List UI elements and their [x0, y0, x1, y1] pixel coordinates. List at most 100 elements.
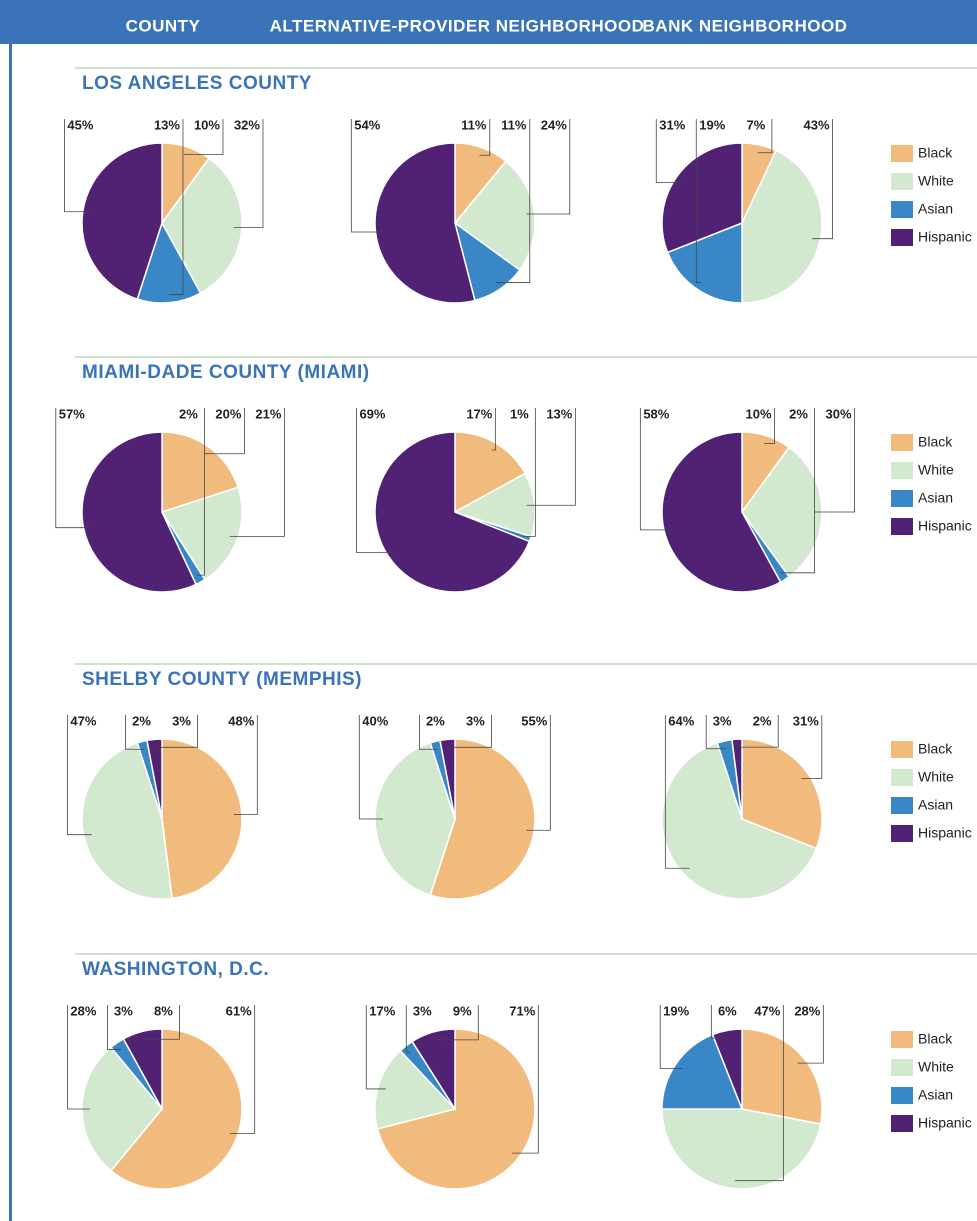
- data-label: 19%: [699, 117, 725, 132]
- pie-slice: [661, 1108, 822, 1190]
- legend-label: Black: [918, 434, 953, 450]
- leader-line: [229, 408, 285, 537]
- data-label: 28%: [70, 1003, 96, 1018]
- section-title: LOS ANGELES COUNTY: [82, 73, 312, 94]
- legend-swatch: [891, 1115, 913, 1132]
- leader-line: [495, 119, 531, 283]
- pie-slice: [741, 738, 823, 850]
- pie-slice: [661, 431, 782, 593]
- data-label: 11%: [461, 117, 487, 132]
- pie-slice: [109, 1028, 243, 1190]
- leader-line: [710, 1005, 729, 1039]
- legend-label: Hispanic: [918, 1115, 972, 1131]
- legend-label: Hispanic: [918, 825, 972, 841]
- data-label: 24%: [541, 117, 567, 132]
- leader-line: [526, 715, 551, 831]
- leader-line: [639, 408, 673, 531]
- data-label: 64%: [668, 713, 694, 728]
- data-label: 17%: [369, 1003, 395, 1018]
- data-label: 10%: [194, 117, 220, 132]
- data-label: 3%: [713, 713, 732, 728]
- data-label: 30%: [826, 406, 852, 421]
- data-label: 32%: [234, 117, 260, 132]
- legend-label: Hispanic: [918, 229, 972, 245]
- leader-line: [664, 715, 690, 869]
- leader-line: [797, 1005, 824, 1064]
- leader-line: [233, 119, 264, 228]
- legend-label: White: [918, 1059, 954, 1075]
- leader-line: [526, 119, 571, 215]
- legend-swatch: [891, 1059, 913, 1076]
- pie-slice: [161, 738, 243, 900]
- leader-line: [405, 1005, 411, 1053]
- data-label: 28%: [794, 1003, 820, 1018]
- legend-label: White: [918, 769, 954, 785]
- pie-slice: [661, 741, 818, 900]
- data-label: 43%: [803, 117, 829, 132]
- data-label: 3%: [466, 713, 485, 728]
- legend-label: Asian: [918, 797, 953, 813]
- legend-swatch: [891, 434, 913, 451]
- data-label: 7%: [746, 117, 765, 132]
- section-title: SHELBY COUNTY (MEMPHIS): [82, 669, 362, 690]
- pie-slice: [81, 431, 198, 593]
- left-rule: [9, 44, 12, 1221]
- data-label: 55%: [521, 713, 547, 728]
- legend-label: White: [918, 173, 954, 189]
- leader-line: [365, 1005, 386, 1090]
- leader-line: [801, 715, 823, 779]
- leader-line: [64, 119, 91, 213]
- leader-line: [659, 1005, 683, 1069]
- leader-line: [655, 119, 683, 183]
- data-label: 61%: [226, 1003, 252, 1018]
- leader-line: [144, 1005, 180, 1040]
- data-label: 9%: [453, 1003, 472, 1018]
- legend-label: Black: [918, 741, 953, 757]
- pie-slice: [731, 738, 743, 820]
- pie-slice: [661, 1033, 744, 1110]
- leader-line: [814, 408, 855, 513]
- data-label: 2%: [179, 406, 198, 421]
- pie-slice: [161, 157, 243, 295]
- leader-line: [204, 408, 245, 455]
- leader-line: [419, 715, 438, 750]
- leader-line: [67, 1005, 90, 1110]
- leader-line: [184, 119, 224, 155]
- legend-swatch: [891, 1031, 913, 1048]
- data-label: 31%: [793, 713, 819, 728]
- leader-line: [66, 715, 92, 836]
- leader-line: [125, 715, 145, 750]
- pie-slice: [374, 431, 531, 593]
- legend-swatch: [891, 173, 913, 190]
- legend-label: Hispanic: [918, 518, 972, 534]
- data-label: 57%: [59, 406, 85, 421]
- data-label: 3%: [172, 713, 191, 728]
- legend-swatch: [891, 462, 913, 479]
- pie-slice: [136, 221, 202, 304]
- data-label: 17%: [466, 406, 492, 421]
- data-label: 13%: [154, 117, 180, 132]
- legend-label: Asian: [918, 1087, 953, 1103]
- leader-line: [526, 408, 576, 506]
- pie-slice: [453, 472, 536, 538]
- leader-line: [780, 408, 815, 574]
- legend-swatch: [891, 1087, 913, 1104]
- legend-label: Asian: [918, 201, 953, 217]
- pie-slice: [161, 431, 240, 514]
- pie-slice: [661, 142, 743, 254]
- leader-line: [757, 119, 773, 154]
- legend-label: Black: [918, 145, 953, 161]
- data-label: 2%: [789, 406, 808, 421]
- column-header: COUNTY: [126, 16, 201, 35]
- data-label: 13%: [546, 406, 572, 421]
- leader-line: [107, 1005, 122, 1050]
- header-bar: [0, 0, 977, 44]
- data-label: 2%: [426, 713, 445, 728]
- legend-swatch: [891, 825, 913, 842]
- data-label: 47%: [70, 713, 96, 728]
- legend-swatch: [891, 797, 913, 814]
- leader-line: [358, 715, 383, 820]
- data-label: 69%: [359, 406, 385, 421]
